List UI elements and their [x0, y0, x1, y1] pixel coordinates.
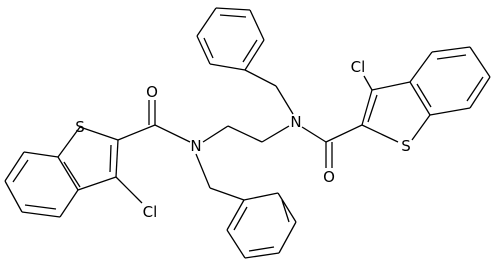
- atom-label: N: [190, 137, 201, 155]
- atom-label: Cl: [143, 203, 158, 221]
- atom-label: Cl: [351, 58, 366, 76]
- atom-label: N: [290, 113, 301, 131]
- atom-label: S: [75, 118, 85, 136]
- atom-label: S: [401, 137, 411, 155]
- atom-label: O: [146, 83, 158, 101]
- bonds: [4, 7, 491, 259]
- atom-label: O: [323, 168, 335, 186]
- atom-labels: S O Cl N N Cl O S: [75, 58, 411, 221]
